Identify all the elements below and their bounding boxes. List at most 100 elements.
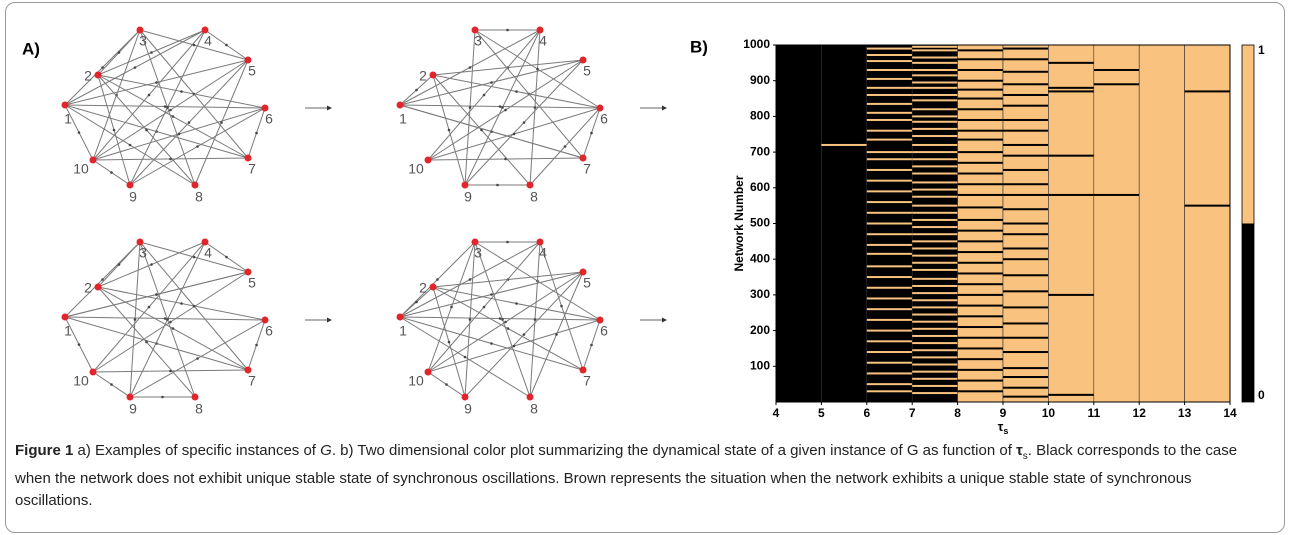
- stripe: [912, 349, 958, 352]
- stripe: [912, 384, 958, 387]
- edge-dot: [563, 145, 567, 148]
- stripe: [1003, 118, 1049, 121]
- caption-text: . b) Two dimensional color plot summariz…: [331, 442, 1017, 459]
- stripe: [1003, 233, 1049, 236]
- x-tick-label: 9: [1000, 406, 1007, 420]
- caption-text: a) Examples of specific instances of: [77, 442, 321, 459]
- node-label: 10: [73, 373, 89, 389]
- stripe: [866, 77, 913, 80]
- y-tick-label: 800: [750, 109, 770, 123]
- node: [61, 101, 69, 109]
- stripe: [912, 99, 958, 102]
- stripe: [957, 68, 1003, 71]
- edge-dot: [498, 317, 502, 320]
- stripe: [957, 218, 1003, 221]
- stripe: [866, 168, 913, 171]
- node: [89, 156, 97, 164]
- stripe: [1003, 258, 1049, 261]
- stripe: [912, 320, 958, 323]
- x-tick-label: 5: [818, 406, 825, 420]
- panel-label: A): [22, 39, 40, 58]
- x-tick-label: 7: [909, 406, 916, 420]
- edge-dot: [117, 51, 121, 54]
- node: [61, 313, 69, 321]
- edge-dot: [482, 305, 486, 309]
- node-label: 9: [464, 189, 472, 205]
- stripe: [866, 233, 913, 236]
- node: [94, 71, 102, 79]
- edge-dot: [480, 128, 483, 132]
- stripe: [866, 211, 913, 214]
- edge-dot: [150, 263, 153, 266]
- node-label: 7: [248, 373, 256, 389]
- node-label: 10: [408, 373, 424, 389]
- stripe: [866, 252, 913, 255]
- node-label: 1: [399, 323, 407, 339]
- x-tick-label: 10: [1042, 406, 1056, 420]
- stripe: [1003, 376, 1049, 379]
- stripe: [957, 390, 1003, 393]
- stripe: [912, 56, 958, 59]
- stripe: [866, 93, 913, 96]
- stripe: [1003, 129, 1049, 132]
- stripe: [912, 195, 958, 198]
- stripe: [866, 297, 913, 300]
- node: [471, 238, 479, 246]
- stripe: [1184, 90, 1230, 93]
- stripe: [957, 272, 1003, 275]
- edge-dot: [192, 304, 196, 308]
- node-label: 7: [583, 373, 591, 389]
- colorbar-tick-label: 0: [1258, 388, 1265, 402]
- x-tick-label: 13: [1178, 406, 1192, 420]
- stripe: [912, 45, 958, 48]
- x-tick-label: 14: [1223, 406, 1237, 420]
- stripe: [912, 86, 958, 89]
- node-label: 2: [419, 68, 427, 84]
- edge-dot: [77, 131, 81, 134]
- stripe: [912, 327, 958, 330]
- stripe: [912, 61, 958, 64]
- arrow-head: [662, 105, 667, 111]
- edge-dot: [225, 43, 228, 47]
- node: [244, 56, 252, 64]
- stripe: [866, 53, 913, 56]
- stripe: [912, 277, 958, 280]
- stripe: [1003, 386, 1049, 389]
- stripe: [912, 254, 958, 257]
- stripe: [912, 299, 958, 302]
- stripe: [1093, 68, 1140, 71]
- stripe: [1093, 83, 1140, 86]
- edge-dot: [436, 278, 439, 281]
- node-label: 8: [530, 401, 538, 417]
- node-label: 10: [73, 161, 89, 177]
- stripe: [912, 143, 958, 146]
- edge-dot: [166, 318, 169, 321]
- caption: Figure 1 a) Examples of specific instanc…: [15, 440, 1265, 512]
- node-label: 9: [464, 401, 472, 417]
- edge-dot: [504, 320, 507, 324]
- node: [471, 26, 479, 34]
- edge-dot: [468, 66, 472, 69]
- stripe: [866, 151, 913, 154]
- stripe: [912, 284, 958, 287]
- stripe: [957, 129, 1003, 132]
- stripe: [1003, 154, 1049, 157]
- cell: [775, 44, 822, 403]
- edge-dot: [506, 28, 509, 32]
- node: [536, 238, 544, 246]
- y-tick-label: 600: [750, 180, 770, 194]
- stripe: [1048, 86, 1094, 89]
- stripe: [957, 251, 1003, 254]
- stripe: [1048, 293, 1094, 296]
- arrow-head: [662, 317, 667, 323]
- stripe: [912, 377, 958, 380]
- node-label: 9: [129, 401, 137, 417]
- stripe: [866, 86, 913, 89]
- stripe: [957, 240, 1003, 243]
- stripe: [866, 286, 913, 289]
- stripe: [912, 188, 958, 191]
- stripe: [866, 351, 913, 354]
- node-label: 4: [204, 245, 212, 261]
- node-label: 2: [84, 68, 92, 84]
- x-axis-label: τs: [998, 419, 1009, 435]
